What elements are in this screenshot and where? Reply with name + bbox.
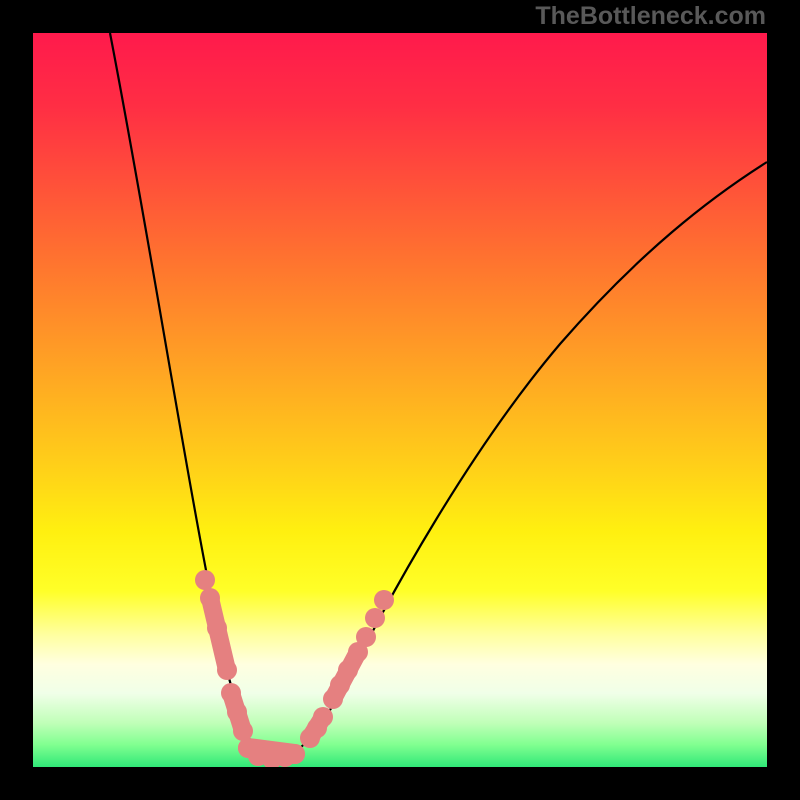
marker-dot xyxy=(227,702,247,722)
chart-svg xyxy=(0,0,800,800)
marker-dot xyxy=(365,608,385,628)
marker-dot xyxy=(207,618,227,638)
watermark-text: TheBottleneck.com xyxy=(535,2,766,31)
marker-dot xyxy=(313,707,333,727)
marker-dot xyxy=(221,683,241,703)
marker-dot xyxy=(374,590,394,610)
marker-dot xyxy=(285,744,305,764)
marker-dot xyxy=(338,660,358,680)
marker-dot xyxy=(233,721,253,741)
plot-background xyxy=(33,33,767,767)
marker-dot xyxy=(217,660,237,680)
marker-dot xyxy=(200,588,220,608)
chart-frame: TheBottleneck.com xyxy=(0,0,800,800)
marker-dot xyxy=(195,570,215,590)
marker-dot xyxy=(356,627,376,647)
